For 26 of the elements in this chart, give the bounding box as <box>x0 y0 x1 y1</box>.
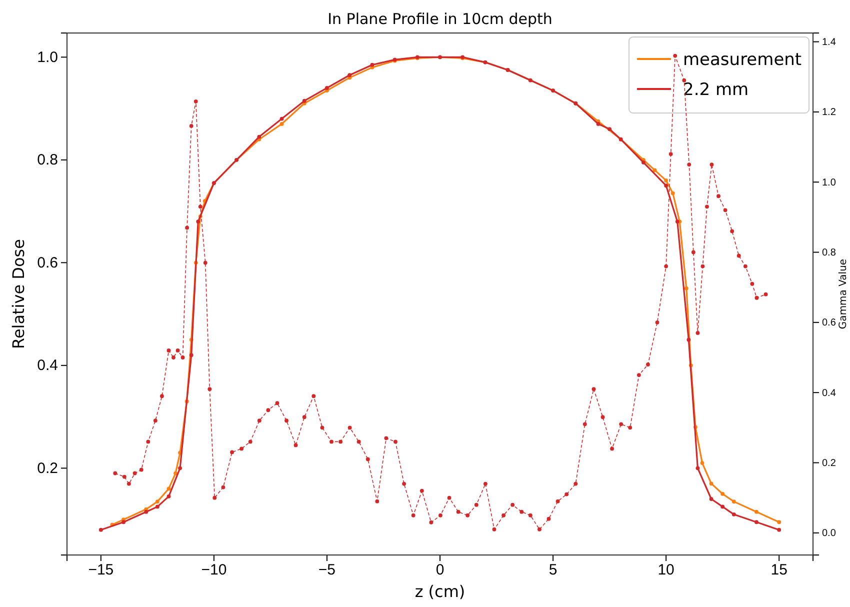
x-tick-label: 0 <box>436 562 444 579</box>
y-tick-label: 0.8 <box>37 152 58 169</box>
y2-tick-label: 0.2 <box>822 458 836 469</box>
x-tick-label: −10 <box>201 562 227 579</box>
legend-label: 2.2 mm <box>683 80 749 100</box>
y2-tick-label: 0.0 <box>822 528 836 540</box>
x-tick-label: 15 <box>770 562 788 579</box>
y2-tick-label: 1.0 <box>822 177 836 188</box>
x-tick-label: −5 <box>318 562 336 579</box>
x-tick-label: 10 <box>658 562 674 579</box>
x-axis-title: z (cm) <box>414 582 466 601</box>
legend-label: measurement <box>683 50 802 70</box>
chart-title: In Plane Profile in 10cm depth <box>328 10 552 28</box>
y2-tick-label: 0.4 <box>822 388 836 399</box>
y2-axis-title: Gamma Value <box>838 258 849 330</box>
y2-tick-label: 0.6 <box>822 318 836 329</box>
y-tick-label: 0.2 <box>37 460 58 477</box>
y2-tick-label: 1.2 <box>822 107 836 118</box>
y-tick-label: 1.0 <box>37 48 58 66</box>
y-axis-title: Relative Dose <box>9 239 28 349</box>
x-tick-label: −15 <box>88 562 114 579</box>
y-tick-label: 0.6 <box>37 254 58 272</box>
y-tick-label: 0.4 <box>37 357 58 374</box>
y2-tick-label: 0.8 <box>822 247 836 258</box>
y2-tick-label: 1.4 <box>822 36 836 48</box>
x-tick-label: 5 <box>548 562 558 579</box>
